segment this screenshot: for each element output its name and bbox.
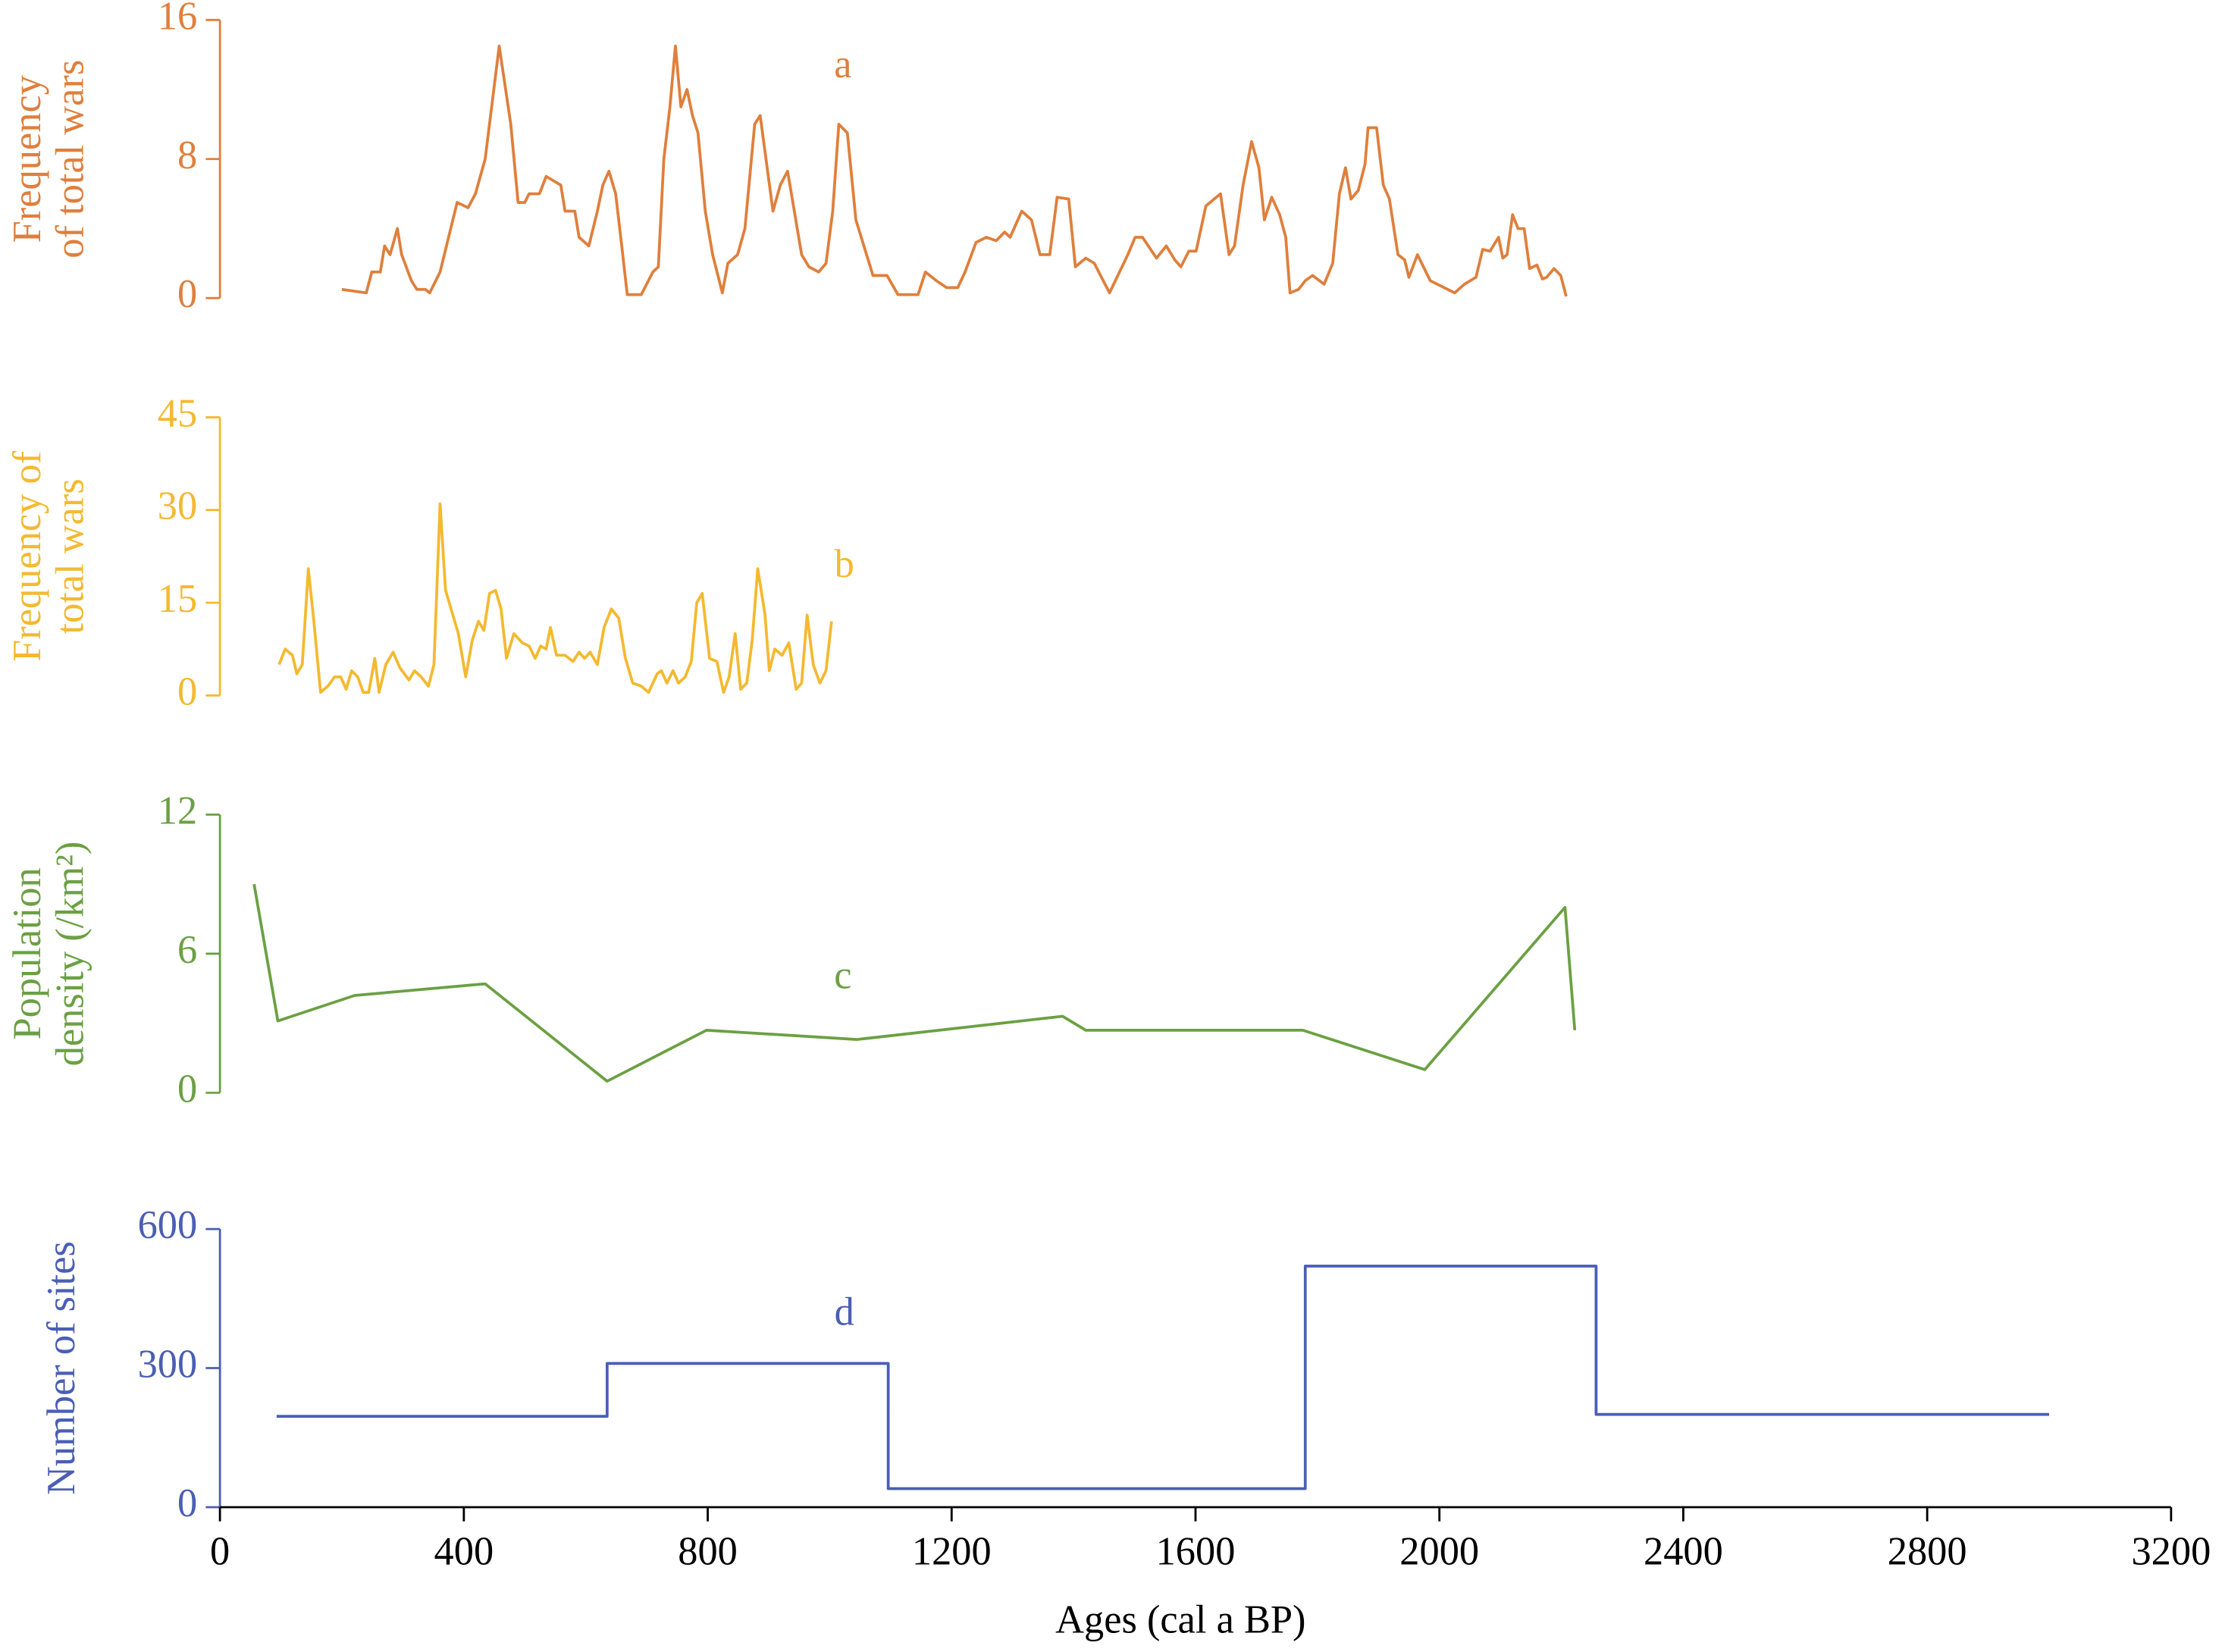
y-tick-label: 6: [177, 928, 197, 972]
y-tick-label: 600: [138, 1203, 198, 1247]
y-tick-label: 8: [177, 133, 197, 177]
y-tick-label: 12: [158, 789, 197, 833]
x-tick-label: 1200: [912, 1530, 992, 1574]
panel-label: d: [835, 1290, 854, 1334]
y-axis-label: Number of sites: [39, 1241, 83, 1495]
y-axis-label: total wars: [48, 478, 92, 634]
y-axis-label: Population: [5, 867, 49, 1039]
x-tick-label: 3200: [2131, 1530, 2211, 1574]
data-line: [277, 502, 833, 694]
data-line: [276, 1265, 2050, 1491]
data-line: [341, 44, 1568, 297]
y-tick-label: 0: [177, 272, 197, 316]
x-tick-label: 1600: [1156, 1530, 1236, 1574]
y-axis-label: Frequency: [5, 75, 49, 243]
y-axis-label: density (/km²): [48, 842, 92, 1067]
x-tick-label: 2000: [1399, 1530, 1479, 1574]
y-tick-label: 0: [177, 1067, 197, 1111]
x-tick-label: 400: [434, 1530, 494, 1574]
y-axis-label: Frequency of: [5, 450, 49, 661]
x-tick-label: 2800: [1888, 1530, 1967, 1574]
y-tick-label: 30: [158, 484, 197, 528]
data-line: [252, 883, 1577, 1083]
y-tick-label: 0: [177, 1481, 197, 1525]
y-tick-label: 15: [158, 577, 197, 621]
panel-label: c: [834, 954, 851, 998]
y-tick-label: 45: [158, 391, 197, 435]
x-tick-label: 0: [210, 1530, 230, 1574]
y-tick-label: 0: [177, 669, 197, 713]
y-tick-label: 16: [158, 0, 197, 38]
x-axis-label: Ages (cal a BP): [1055, 1597, 1305, 1641]
x-tick-label: 800: [678, 1530, 738, 1574]
panel-label: a: [834, 42, 851, 86]
panel-label: b: [835, 542, 854, 586]
y-axis-label: of total wars: [48, 60, 92, 259]
y-tick-label: 300: [138, 1343, 198, 1387]
x-tick-label: 2400: [1644, 1530, 1723, 1574]
